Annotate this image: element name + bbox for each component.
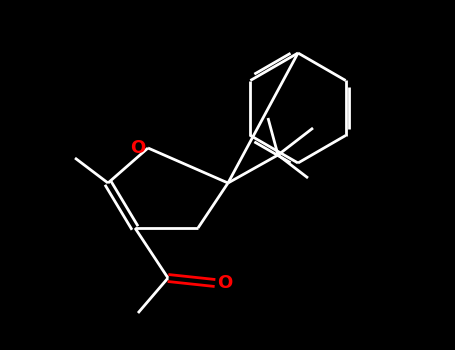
Text: O: O [131, 139, 146, 157]
Text: O: O [217, 274, 233, 292]
